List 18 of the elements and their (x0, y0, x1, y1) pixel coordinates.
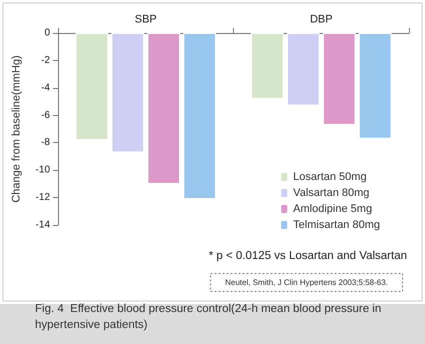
legend-label: Amlodipine 5mg (293, 203, 372, 215)
y-tick-label: -4 (41, 82, 50, 94)
y-tick-label: -2 (41, 54, 50, 66)
y-tick-label: -14 (36, 220, 50, 230)
x-tick-label: DBP (310, 14, 333, 26)
y-tick-label: -6 (41, 110, 50, 121)
text: * p < 0.0125 vs Losartan and Valsartan (208, 250, 407, 262)
legend-label: Telmisartan 80mg (293, 219, 380, 231)
y-tick-label: 0 (44, 28, 50, 38)
legend-label: Valsartan 80mg (293, 187, 370, 199)
y-tick-label: -12 (36, 192, 50, 204)
y-tick-label: -8 (41, 137, 50, 148)
text: Neutel, Smith, J Clin Hypertens 2003;5:58-63. (225, 278, 388, 287)
text: Fig. 4 Effective blood pressure control(24-h mean blood pressure in hypertensive patients) (35, 303, 384, 331)
legend-label: Losartan 50mg (293, 171, 367, 183)
y-axis-title: Change from baseline(mmHg) (10, 55, 22, 203)
y-tick-label: -10 (36, 164, 50, 176)
x-tick-label: SBP (134, 14, 157, 26)
